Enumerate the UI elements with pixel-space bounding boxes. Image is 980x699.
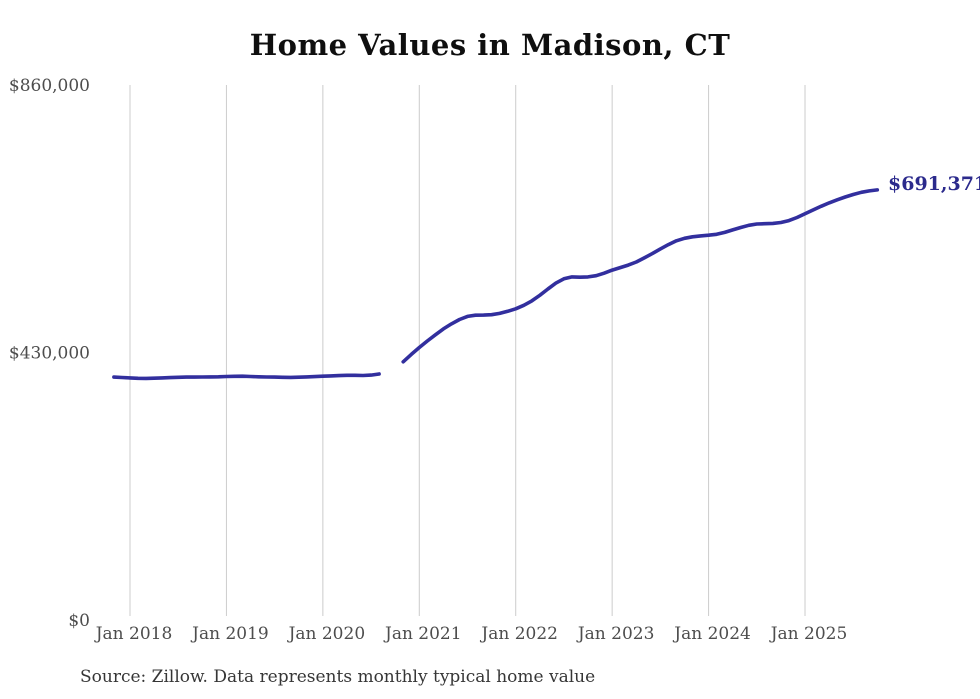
x-tick-label: Jan 2018 xyxy=(94,624,173,644)
x-tick-label: Jan 2022 xyxy=(479,624,558,644)
x-tick-label: Jan 2023 xyxy=(576,624,655,644)
end-value-label: $691,371 xyxy=(888,173,980,195)
x-tick-label: Jan 2025 xyxy=(769,624,848,644)
chart-title: Home Values in Madison, CT xyxy=(249,28,731,62)
y-tick-label: $0 xyxy=(68,611,90,631)
source-note: Source: Zillow. Data represents monthly … xyxy=(80,667,596,687)
home-value-line xyxy=(112,188,880,381)
y-tick-label: $430,000 xyxy=(9,344,90,364)
x-tick-label: Jan 2024 xyxy=(672,624,751,644)
x-tick-label: Jan 2019 xyxy=(190,624,269,644)
x-tick-label: Jan 2021 xyxy=(383,624,462,644)
y-tick-label: $860,000 xyxy=(9,76,90,96)
x-tick-label: Jan 2020 xyxy=(287,624,366,644)
